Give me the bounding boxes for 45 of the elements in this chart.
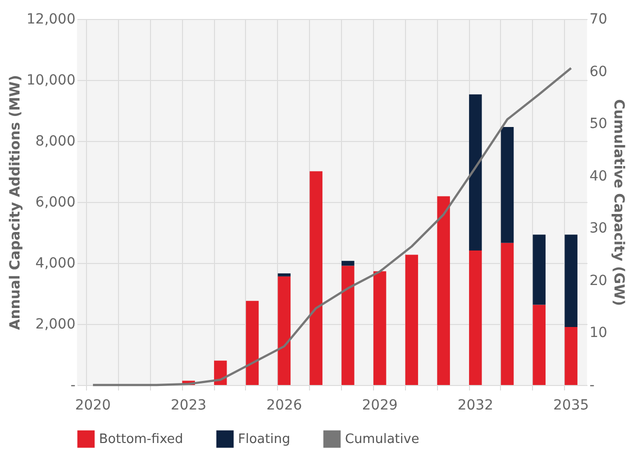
y-tick-label: 4,000 xyxy=(35,256,76,272)
bar xyxy=(564,327,578,385)
bar xyxy=(405,254,418,385)
bar xyxy=(342,260,354,266)
bar xyxy=(564,234,578,328)
y2-tick-label: 10 xyxy=(590,325,608,342)
y2-axis-title: Cumulative Capacity (GW) xyxy=(610,99,626,306)
bar xyxy=(469,94,482,250)
x-tick-label: 2026 xyxy=(266,398,302,414)
bar xyxy=(500,242,514,385)
bar xyxy=(278,276,291,385)
y-axis-title: Annual Capacity Additions (MW) xyxy=(8,75,24,330)
legend-label: Bottom-fixed xyxy=(99,432,184,448)
y2-tick-label: - xyxy=(590,378,595,394)
x-tick-label: 2029 xyxy=(362,398,398,414)
bar xyxy=(469,250,482,385)
bar xyxy=(246,300,259,385)
y-tick-label: 10,000 xyxy=(26,72,76,88)
line-series xyxy=(92,67,572,386)
bar xyxy=(532,234,546,305)
x-tick-label: 2020 xyxy=(75,398,111,414)
bar xyxy=(342,266,354,385)
y2-tick-label: 50 xyxy=(590,116,608,132)
y2-tick-label: 30 xyxy=(590,220,608,237)
y2-tick-label: 40 xyxy=(590,168,608,184)
bar xyxy=(278,273,291,276)
bar xyxy=(373,271,386,385)
x-tick-label: 2032 xyxy=(458,398,494,414)
bar xyxy=(214,360,227,385)
y2-tick-label: 60 xyxy=(590,64,608,80)
bar xyxy=(437,196,450,385)
y-tick-label: 8,000 xyxy=(35,134,76,150)
y-tick-label: 12,000 xyxy=(26,12,76,28)
y-tick-label: - xyxy=(70,378,76,394)
bar xyxy=(532,304,546,385)
x-tick-label: 2035 xyxy=(553,398,589,414)
y-tick-label: 6,000 xyxy=(35,194,76,210)
legend-label: Floating xyxy=(238,432,290,448)
bar xyxy=(310,171,322,385)
y2-tick-label: 70 xyxy=(590,12,608,28)
bar xyxy=(500,126,514,243)
y-tick-label: 2,000 xyxy=(35,316,76,332)
y2-tick-label: 20 xyxy=(590,272,608,289)
x-tick-label: 2023 xyxy=(170,398,206,414)
legend-label: Cumulative xyxy=(345,432,420,448)
